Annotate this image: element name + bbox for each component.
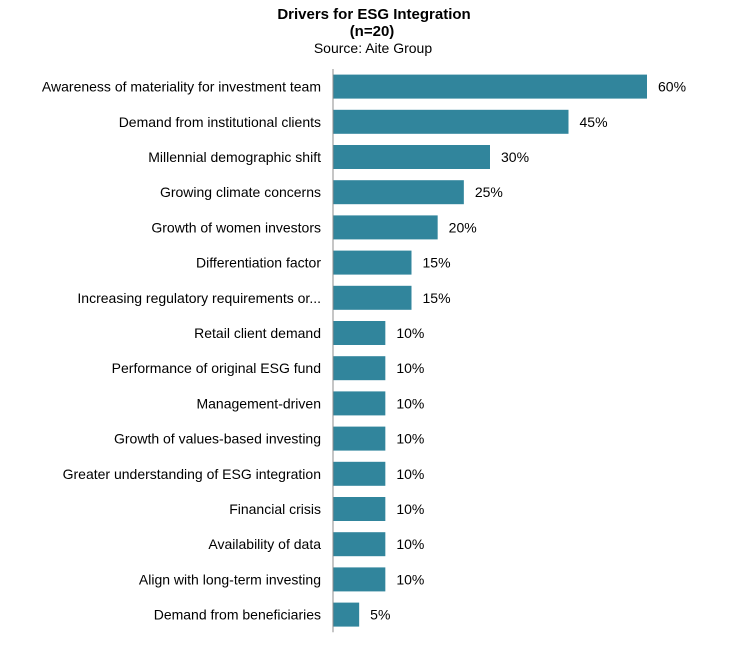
- data-label: 5%: [370, 607, 390, 623]
- bar: [333, 74, 647, 99]
- data-label: 10%: [396, 325, 424, 341]
- category-label: Availability of data: [208, 536, 321, 552]
- category-label: Demand from institutional clients: [119, 114, 321, 130]
- bar: [333, 567, 386, 592]
- data-label: 10%: [396, 501, 424, 517]
- category-label: Differentiation factor: [196, 255, 321, 271]
- bar: [333, 532, 386, 557]
- bar: [333, 109, 569, 134]
- category-label: Management-driven: [196, 395, 321, 411]
- data-label: 10%: [396, 395, 424, 411]
- category-label: Align with long-term investing: [139, 571, 321, 587]
- bar: [333, 321, 386, 345]
- bar: [333, 602, 360, 627]
- data-label: 30%: [501, 149, 529, 165]
- category-label: Millennial demographic shift: [148, 149, 321, 165]
- category-label: Retail client demand: [194, 325, 321, 341]
- bar: [333, 426, 386, 451]
- category-label: Increasing regulatory requirements or...: [77, 290, 321, 306]
- data-label: 10%: [396, 431, 424, 447]
- category-label: Awareness of materiality for investment …: [42, 79, 321, 95]
- bar: [333, 461, 386, 486]
- data-label: 10%: [396, 466, 424, 482]
- bars-group: Awareness of materiality for investment …: [42, 74, 686, 627]
- data-label: 60%: [658, 79, 686, 95]
- category-label: Demand from beneficiaries: [154, 607, 321, 623]
- category-label: Greater understanding of ESG integration: [63, 466, 321, 482]
- category-label: Growth of values-based investing: [114, 431, 321, 447]
- data-label: 10%: [396, 360, 424, 376]
- category-label: Growth of women investors: [151, 219, 321, 235]
- bar: [333, 215, 438, 240]
- bar: [333, 285, 412, 310]
- category-label: Financial crisis: [229, 501, 321, 517]
- category-label: Growing climate concerns: [160, 184, 321, 200]
- chart-title-block: Drivers for ESG Integration (n=20) Sourc…: [0, 6, 750, 57]
- data-label: 15%: [423, 255, 451, 271]
- data-label: 25%: [475, 184, 503, 200]
- bar: [333, 497, 386, 521]
- bar: [333, 391, 386, 416]
- data-label: 10%: [396, 571, 424, 587]
- data-label: 15%: [423, 290, 451, 306]
- bar: [333, 356, 386, 381]
- data-label: 45%: [580, 114, 608, 130]
- data-label: 20%: [449, 219, 477, 235]
- bar: [333, 250, 412, 275]
- bar: [333, 180, 464, 205]
- chart-subtitle: (n=20): [349, 23, 395, 40]
- chart-title: Drivers for ESG Integration: [277, 6, 471, 23]
- chart-source: Source: Aite Group: [313, 40, 433, 56]
- data-label: 10%: [396, 536, 424, 552]
- bar: [333, 145, 490, 169]
- category-label: Performance of original ESG fund: [112, 360, 321, 376]
